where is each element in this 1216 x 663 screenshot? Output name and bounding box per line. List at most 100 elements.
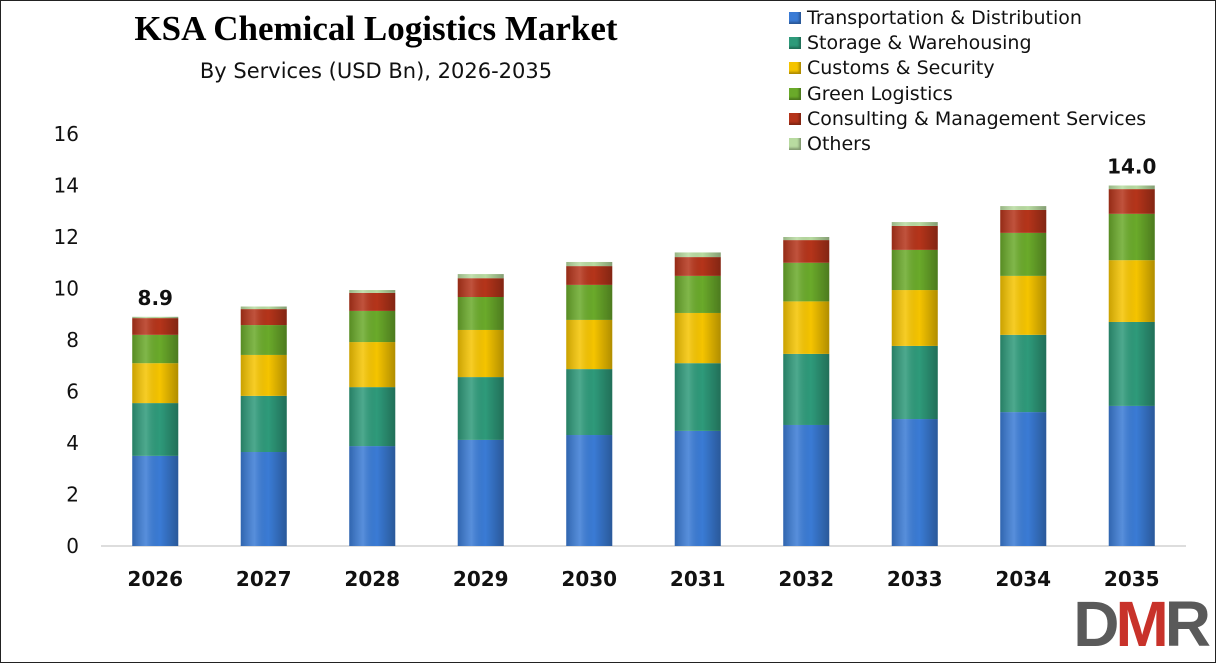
- legend-label: Others: [807, 133, 871, 156]
- bar-segment-shade: [349, 446, 396, 546]
- bar-segment-shade: [132, 318, 179, 335]
- bar-segment-shade: [349, 292, 396, 311]
- bar-segment-shade: [674, 363, 721, 431]
- legend-label: Customs & Security: [807, 57, 995, 80]
- legend-item: Transportation & Distribution: [789, 5, 1146, 30]
- bar-segment-shade: [1000, 275, 1047, 335]
- bar-segment-shade: [783, 353, 830, 425]
- bar-segment-shade: [1108, 405, 1155, 546]
- data-label: 14.0: [1107, 155, 1156, 179]
- legend-swatch: [789, 62, 801, 75]
- y-tick-label: 14: [54, 174, 79, 198]
- x-tick-label: 2031: [670, 567, 726, 591]
- legend-item: Green Logistics: [789, 81, 1146, 106]
- legend-swatch: [789, 138, 801, 151]
- x-tick-label: 2030: [561, 567, 617, 591]
- bar-segment-shade: [566, 261, 613, 267]
- chart-title: KSA Chemical Logistics Market: [134, 9, 618, 48]
- y-tick-label: 16: [54, 122, 79, 146]
- bar-segment-shade: [240, 395, 287, 453]
- bar-segment-shade: [457, 274, 504, 279]
- legend-item: Storage & Warehousing: [789, 30, 1146, 55]
- y-tick-label: 10: [54, 277, 79, 301]
- bar-segment-shade: [566, 435, 613, 546]
- bar-segment-shade: [891, 222, 938, 226]
- y-tick-label: 4: [66, 431, 79, 455]
- bar-segment-shade: [1108, 185, 1155, 190]
- dmr-logo: DMR: [1073, 592, 1211, 656]
- bar-segment-shade: [566, 266, 613, 285]
- x-tick-label: 2029: [453, 567, 509, 591]
- bar-segment-shade: [1108, 213, 1155, 261]
- bar-segment-shade: [349, 387, 396, 447]
- bar-segment-shade: [674, 257, 721, 276]
- data-label: 8.9: [138, 286, 173, 310]
- logo-letter-r: R: [1164, 588, 1211, 660]
- bar-segment-shade: [1000, 209, 1047, 233]
- legend-swatch: [789, 112, 801, 125]
- bar-segment-shade: [1108, 260, 1155, 322]
- y-tick-label: 8: [66, 328, 79, 352]
- bar-segment-shade: [1108, 189, 1155, 214]
- bar-segment-shade: [674, 430, 721, 546]
- bar-segment-shade: [891, 345, 938, 420]
- y-tick-label: 12: [54, 225, 79, 249]
- legend-item: Others: [789, 131, 1146, 156]
- logo-letter-d: D: [1073, 588, 1119, 660]
- bar-segment-shade: [783, 237, 830, 241]
- bar-segment-shade: [891, 290, 938, 346]
- x-tick-label: 2028: [344, 567, 400, 591]
- bar-segment-shade: [349, 290, 396, 293]
- legend-swatch: [789, 11, 801, 24]
- bar-segment-shade: [132, 316, 179, 319]
- bar-segment-shade: [1000, 334, 1047, 413]
- y-tick-label: 6: [66, 380, 79, 404]
- bar-segment-shade: [891, 249, 938, 291]
- bar-segment-shade: [783, 424, 830, 546]
- y-tick-label: 2: [66, 483, 79, 507]
- bar-segment-shade: [783, 240, 830, 263]
- bar-segment-shade: [457, 278, 504, 297]
- x-tick-label: 2035: [1104, 567, 1160, 591]
- bar-segment-shade: [457, 439, 504, 546]
- bar-segment-shade: [566, 369, 613, 436]
- x-tick-label: 2027: [236, 567, 292, 591]
- legend-swatch: [789, 87, 801, 100]
- bar-segment-shade: [1000, 232, 1047, 276]
- bar-segment-shade: [349, 342, 396, 388]
- bar-segment-shade: [891, 225, 938, 250]
- bar-segment-shade: [349, 310, 396, 343]
- bar-segment-shade: [132, 403, 179, 456]
- bar-segment-shade: [1000, 412, 1047, 546]
- legend-label: Green Logistics: [807, 82, 953, 105]
- bar-segment-shade: [240, 354, 287, 396]
- y-tick-label: 0: [66, 534, 79, 558]
- bar-segment-shade: [240, 306, 287, 310]
- x-tick-label: 2032: [778, 567, 834, 591]
- bar-segment-shade: [457, 377, 504, 440]
- bar-segment-shade: [240, 325, 287, 355]
- bar-segment-shade: [1108, 321, 1155, 406]
- legend-item: Customs & Security: [789, 56, 1146, 81]
- legend-label: Storage & Warehousing: [807, 31, 1032, 54]
- legend-label: Transportation & Distribution: [807, 6, 1082, 29]
- bar-segment-shade: [132, 334, 179, 364]
- x-tick-label: 2026: [127, 567, 183, 591]
- bar-segment-shade: [240, 309, 287, 326]
- bar-segment-shade: [240, 452, 287, 546]
- bar-segment-shade: [566, 319, 613, 370]
- bar-segment-shade: [457, 329, 504, 378]
- bar-segment-shade: [1000, 206, 1047, 210]
- logo-letter-m: M: [1115, 588, 1168, 660]
- bar-segment-shade: [132, 455, 179, 546]
- legend: Transportation & Distribution Storage & W…: [789, 5, 1146, 157]
- legend-swatch: [789, 36, 801, 49]
- bar-segment-shade: [783, 301, 830, 354]
- x-tick-label: 2033: [887, 567, 943, 591]
- legend-item: Consulting & Management Services: [789, 106, 1146, 131]
- bar-segment-shade: [457, 296, 504, 330]
- bar-segment-shade: [783, 262, 830, 302]
- bar-segment-shade: [891, 419, 938, 546]
